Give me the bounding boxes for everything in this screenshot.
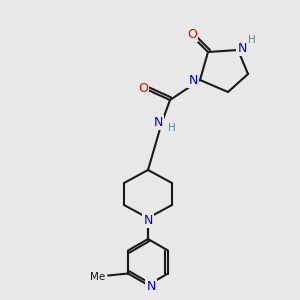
Text: O: O [138,82,148,94]
Text: Me: Me [91,272,106,281]
Text: N: N [237,41,247,55]
Text: H: H [248,35,256,45]
Text: N: N [143,214,153,226]
Text: N: N [188,74,198,86]
Text: H: H [168,123,176,133]
Text: N: N [146,280,156,292]
Text: O: O [187,28,197,40]
Text: N: N [153,116,163,128]
